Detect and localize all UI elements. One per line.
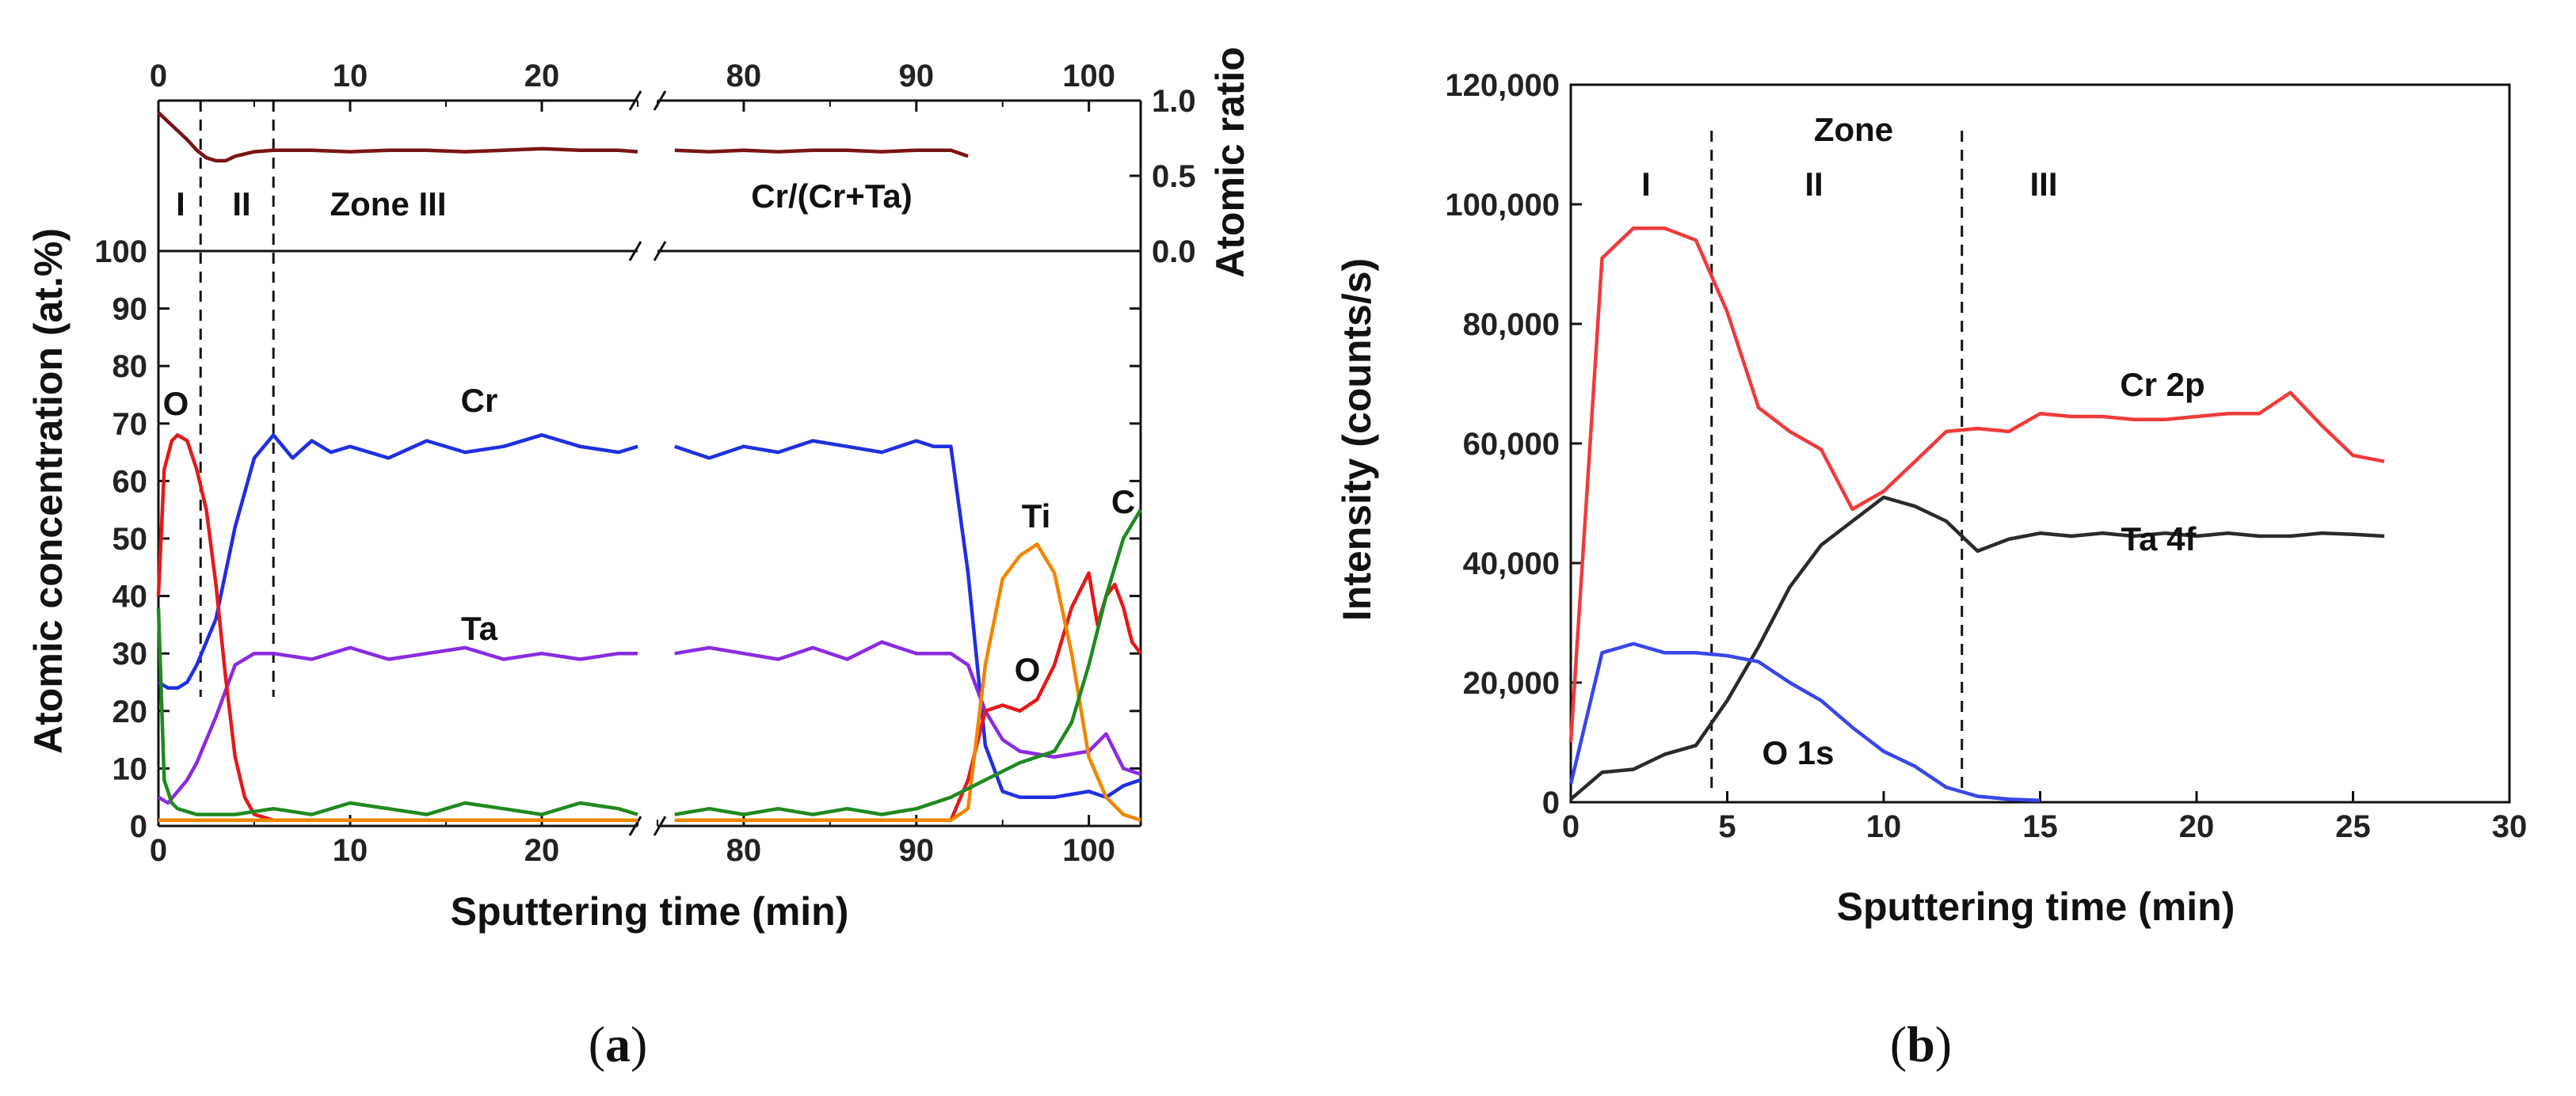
x-tick-label: 30 [2492, 809, 2528, 844]
series-label-cr-2p: Cr 2p [2120, 366, 2204, 403]
svg-text:(a): (a) [589, 1016, 648, 1072]
panel-b-caption-close: ) [1935, 1016, 1952, 1072]
series-ti-line [674, 542, 1141, 822]
zone-annotation-cr-cr-ta: Cr/(Cr+Ta) [751, 177, 912, 215]
series-cr-line [157, 433, 638, 691]
panel-a-caption-open: ( [589, 1016, 605, 1072]
y-tick-label: 30 [112, 637, 148, 672]
x-tick-label: 90 [899, 833, 935, 868]
top-x-tick-label: 100 [1062, 59, 1115, 93]
zone-label-zone: Zone [1814, 111, 1893, 148]
series-c-line [674, 508, 1142, 816]
top-x-tick-label: 90 [899, 59, 935, 93]
panel-b-caption: (b) [1890, 1016, 1952, 1072]
x-axis-title: Sputtering time (min) [1837, 885, 2235, 929]
y-tick-label: 120,000 [1445, 68, 1560, 103]
series-cr-cr-ta-line [674, 148, 969, 158]
series-label-o: O [163, 385, 189, 422]
top-x-tick-label: 20 [524, 59, 560, 93]
y-tick-label: 100 [94, 234, 147, 269]
x-tick-label: 15 [2022, 809, 2058, 844]
series-o-line [674, 571, 1142, 822]
panel-a-caption-close: ) [631, 1016, 647, 1072]
zone-annotation-i: I [176, 185, 185, 223]
x-tick-label: 10 [1866, 809, 1902, 844]
y-tick-label: 80,000 [1463, 307, 1560, 342]
series-cr-cr-ta-line [157, 111, 638, 163]
series-o-line [156, 433, 638, 822]
y-tick-label: 40,000 [1463, 546, 1560, 581]
top-x-tick-label: 0 [150, 59, 167, 93]
panel-b-caption-letter: b [1907, 1016, 1935, 1072]
x-tick-label: 80 [726, 833, 762, 868]
panel-b-caption-open: ( [1890, 1016, 1907, 1072]
series-o-1s-line [1568, 641, 2041, 802]
top-x-tick-label: 10 [333, 59, 368, 93]
series-label-c: C [1111, 483, 1135, 520]
x-axis-title: Sputtering time (min) [451, 889, 849, 934]
series-label-o-1s: O 1s [1762, 734, 1834, 771]
y-tick-label: 60,000 [1463, 427, 1560, 462]
panel-a-chart: 0 10 20 80 90 100 0 10 20 80 90 100 0 10 20 30 40 50 60 70 8… [26, 47, 1252, 934]
zone-annotation-ii: II [232, 185, 250, 223]
x-tick-label: 20 [2179, 809, 2215, 844]
panel-b-chart: 0 5 10 15 20 25 30 0 20,000 40,000 60,000 80,000 100… [1335, 68, 2527, 929]
zone-label-i: I [1641, 166, 1651, 203]
series-cr-2p-line [1568, 226, 2385, 743]
x-tick-label: 10 [333, 833, 368, 868]
series-label-o: O [1015, 651, 1041, 688]
y-tick-label: 70 [112, 407, 148, 442]
ratio-tick-label: 0.5 [1152, 159, 1196, 194]
series-ta-line [157, 645, 638, 805]
y-tick-label: 40 [112, 580, 148, 615]
axis-break-mark [628, 241, 642, 261]
series-label-ti: Ti [1022, 497, 1051, 535]
series-c-line [156, 607, 638, 816]
zone-label-iii: III [2029, 166, 2057, 203]
axis-break-mark [653, 90, 667, 111]
x-tick-label: 20 [524, 833, 560, 868]
axis-break-mark [653, 816, 667, 836]
y-tick-label: 10 [112, 752, 148, 786]
panel-a-caption-letter: a [605, 1016, 631, 1072]
y-tick-label: 0 [1542, 786, 1560, 820]
series-cr-line [674, 439, 1141, 799]
series-label-cr: Cr [461, 382, 498, 419]
y-tick-label: 50 [112, 522, 148, 557]
y-axis-title: Intensity (counts/s) [1335, 258, 1379, 621]
x-tick-label: 0 [150, 833, 167, 868]
y-tick-label: 20,000 [1463, 666, 1560, 701]
ratio-axis-title: Atomic ratio [1208, 47, 1252, 278]
ratio-tick-label: 1.0 [1152, 84, 1196, 119]
y-tick-label: 90 [112, 292, 148, 327]
y-tick-label: 100,000 [1445, 188, 1560, 223]
y-axis-title: Atomic concentration (at.%) [26, 228, 70, 754]
x-tick-label: 25 [2335, 809, 2371, 844]
zone-label-ii: II [1804, 166, 1823, 203]
zone-annotation-zone-iii: Zone III [330, 185, 447, 223]
axis-break-mark [628, 90, 642, 111]
x-tick-label: 0 [1562, 809, 1580, 844]
x-tick-label: 100 [1062, 833, 1115, 868]
y-tick-label: 20 [112, 695, 148, 729]
y-tick-label: 80 [112, 349, 148, 384]
y-tick-label: 0 [130, 809, 147, 844]
svg-text:(b): (b) [1890, 1016, 1952, 1072]
top-x-tick-label: 80 [726, 59, 762, 93]
panel-a-caption: (a) [589, 1016, 648, 1072]
series-ta-4f-line [1569, 495, 2385, 801]
series-label-ta-4f: Ta 4f [2121, 520, 2197, 558]
series-label-ta: Ta [461, 610, 498, 647]
series-ta-line [674, 640, 1141, 776]
ratio-tick-label: 0.0 [1152, 234, 1196, 269]
axis-break-mark [653, 241, 667, 261]
axis-break-mark [628, 816, 642, 836]
x-tick-label: 5 [1718, 809, 1736, 844]
y-tick-label: 60 [112, 464, 148, 499]
